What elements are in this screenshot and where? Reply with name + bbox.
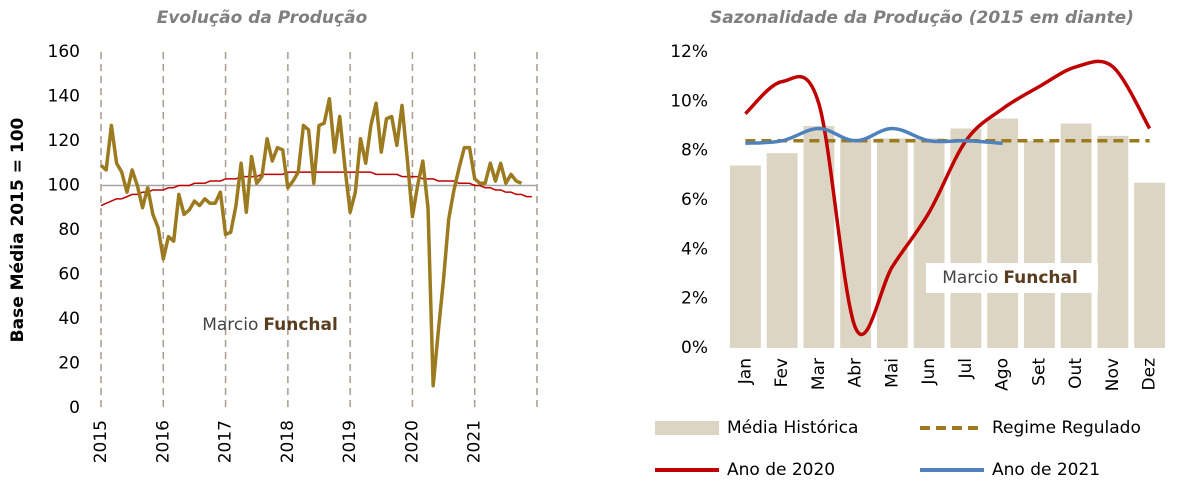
y-tick-label: 120 — [48, 131, 80, 151]
legend-label: Regime Regulado — [992, 418, 1141, 438]
legend-label: Ano de 2020 — [727, 460, 835, 480]
x-tick-label: 2017 — [216, 420, 236, 463]
x-tick-label: Out — [1066, 358, 1086, 389]
y-tick-label: 160 — [48, 42, 80, 62]
y-tick-label: 6% — [681, 190, 708, 210]
y-tick-label: 100 — [48, 176, 80, 196]
y-axis-label: Base Média 2015 = 100 — [8, 117, 28, 342]
bar — [950, 128, 982, 348]
y-tick-label: 60 — [58, 265, 80, 285]
legend-label: Média Histórica — [727, 418, 858, 438]
legend-swatch — [655, 421, 719, 435]
bar — [1097, 135, 1129, 348]
data-line — [99, 96, 523, 388]
chart-title: Evolução da Produção — [157, 8, 368, 28]
y-tick-label: 140 — [48, 87, 80, 107]
x-tick-label: 2018 — [278, 420, 298, 463]
x-tick-label: 2020 — [402, 420, 422, 463]
data-line — [100, 171, 532, 207]
x-tick-label: Set — [1029, 358, 1049, 386]
chart-title: Sazonalidade da Produção (2015 em diante… — [710, 8, 1134, 28]
watermark-second: Funchal — [1003, 268, 1077, 288]
x-tick-label: Dez — [1140, 358, 1160, 391]
x-tick-label: Abr — [846, 358, 866, 387]
x-tick-label: Jan — [735, 358, 755, 385]
bar — [1134, 182, 1166, 348]
bar — [1023, 140, 1055, 348]
y-tick-label: 10% — [670, 91, 708, 111]
y-tick-label: 8% — [681, 141, 708, 161]
x-tick-label: Fev — [772, 358, 792, 387]
x-tick-label: Ago — [993, 358, 1013, 391]
x-tick-label: 2016 — [153, 420, 173, 463]
data-line — [745, 126, 1003, 146]
x-tick-label: 2015 — [91, 420, 111, 463]
watermark: Marcio Funchal — [942, 268, 1078, 288]
y-tick-label: 2% — [681, 289, 708, 309]
bar — [729, 165, 761, 348]
watermark-second: Funchal — [263, 315, 337, 335]
x-tick-label: Nov — [1103, 358, 1123, 391]
y-tick-label: 40 — [58, 309, 80, 329]
x-tick-label: Jul — [956, 358, 976, 380]
y-tick-label: 20 — [58, 354, 80, 374]
watermark-box — [926, 263, 1098, 293]
data-line — [744, 59, 1152, 337]
watermark: Marcio Funchal — [202, 315, 338, 335]
legend-label: Ano de 2021 — [992, 460, 1100, 480]
x-tick-label: Jun — [919, 358, 939, 386]
bar — [1060, 123, 1092, 349]
x-tick-label: Mar — [809, 358, 829, 390]
x-tick-label: Mai — [882, 358, 902, 388]
watermark-first: Marcio — [942, 268, 998, 288]
x-tick-label: 2019 — [340, 420, 360, 463]
bar — [766, 153, 798, 348]
x-tick-label: 2021 — [465, 420, 485, 463]
y-tick-label: 80 — [58, 220, 80, 240]
watermark-first: Marcio — [202, 315, 258, 335]
y-tick-label: 4% — [681, 239, 708, 259]
bar — [987, 118, 1019, 348]
bar — [840, 138, 872, 348]
y-tick-label: 0% — [681, 338, 708, 358]
bar — [876, 138, 908, 348]
y-tick-label: 0 — [69, 398, 80, 418]
bar — [913, 138, 945, 348]
y-tick-label: 12% — [670, 42, 708, 62]
